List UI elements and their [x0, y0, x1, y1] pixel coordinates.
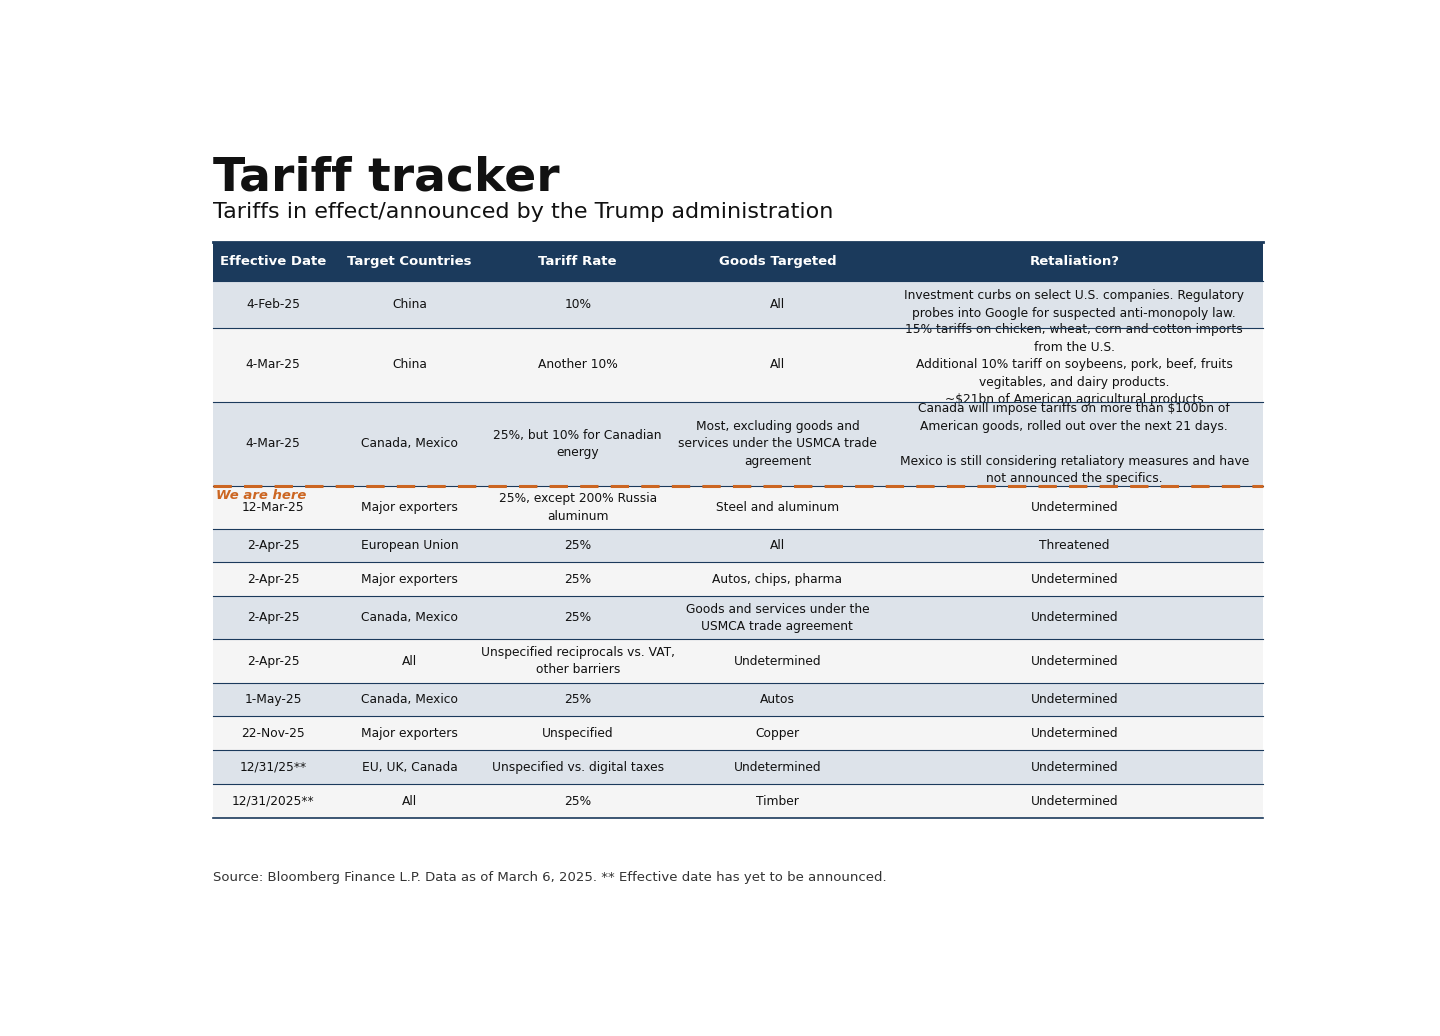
Bar [213, 683, 1263, 717]
Text: Effective Date: Effective Date [220, 255, 325, 268]
Text: Timber: Timber [756, 795, 799, 808]
Text: 4-Feb-25: 4-Feb-25 [246, 298, 300, 311]
Text: Canada will impose tariffs on more than $100bn of
American goods, rolled out ove: Canada will impose tariffs on more than … [900, 402, 1248, 486]
Text: Tariff Rate: Tariff Rate [539, 255, 616, 268]
Text: All: All [770, 298, 785, 311]
Text: Autos: Autos [760, 693, 795, 706]
Text: Unspecified vs. digital taxes: Unspecified vs. digital taxes [491, 760, 664, 774]
Bar [213, 242, 1263, 281]
Text: Undetermined: Undetermined [733, 655, 821, 667]
Text: 15% tariffs on chicken, wheat, corn and cotton imports
from the U.S.
Additional : 15% tariffs on chicken, wheat, corn and … [906, 323, 1243, 406]
Text: Target Countries: Target Countries [347, 255, 472, 268]
Text: 2-Apr-25: 2-Apr-25 [246, 573, 300, 586]
Text: All: All [402, 795, 418, 808]
Text: 25%: 25% [564, 611, 592, 625]
Text: Undetermined: Undetermined [1031, 795, 1117, 808]
Bar [213, 528, 1263, 563]
Text: EU, UK, Canada: EU, UK, Canada [361, 760, 458, 774]
Text: 25%, except 200% Russia
aluminum: 25%, except 200% Russia aluminum [498, 492, 657, 522]
Bar [213, 717, 1263, 750]
Bar [213, 597, 1263, 639]
Text: Retaliation?: Retaliation? [1030, 255, 1119, 268]
Text: Undetermined: Undetermined [1031, 760, 1117, 774]
Text: Undetermined: Undetermined [1031, 500, 1117, 514]
Text: Threatened: Threatened [1040, 539, 1110, 552]
Text: Autos, chips, pharma: Autos, chips, pharma [713, 573, 842, 586]
Text: Undetermined: Undetermined [1031, 611, 1117, 625]
Bar [213, 281, 1263, 328]
Text: China: China [392, 298, 428, 311]
Text: 25%: 25% [564, 539, 592, 552]
Text: Major exporters: Major exporters [361, 727, 458, 740]
Text: We are here: We are here [216, 489, 307, 502]
Text: 25%: 25% [564, 693, 592, 706]
Text: Undetermined: Undetermined [1031, 573, 1117, 586]
Text: Tariffs in effect/announced by the Trump administration: Tariffs in effect/announced by the Trump… [213, 202, 832, 222]
Text: Major exporters: Major exporters [361, 573, 458, 586]
Text: Unspecified: Unspecified [541, 727, 613, 740]
Text: 25%, but 10% for Canadian
energy: 25%, but 10% for Canadian energy [494, 429, 662, 459]
Text: Major exporters: Major exporters [361, 500, 458, 514]
Text: Steel and aluminum: Steel and aluminum [716, 500, 840, 514]
Text: All: All [770, 539, 785, 552]
Text: European Union: European Union [361, 539, 458, 552]
Text: All: All [402, 655, 418, 667]
Text: Undetermined: Undetermined [1031, 727, 1117, 740]
Bar [213, 402, 1263, 486]
Text: Most, excluding goods and
services under the USMCA trade
agreement: Most, excluding goods and services under… [678, 420, 877, 468]
Text: Unspecified reciprocals vs. VAT,
other barriers: Unspecified reciprocals vs. VAT, other b… [481, 645, 675, 677]
Text: All: All [770, 358, 785, 372]
Text: Undetermined: Undetermined [1031, 655, 1117, 667]
Text: Source: Bloomberg Finance L.P. Data as of March 6, 2025. ** Effective date has y: Source: Bloomberg Finance L.P. Data as o… [213, 870, 886, 884]
Text: 4-Mar-25: 4-Mar-25 [246, 437, 301, 451]
Text: China: China [392, 358, 428, 372]
Text: Copper: Copper [756, 727, 799, 740]
Text: Undetermined: Undetermined [1031, 693, 1117, 706]
Bar [213, 750, 1263, 784]
Bar [213, 639, 1263, 683]
Bar [213, 784, 1263, 818]
Text: Goods Targeted: Goods Targeted [719, 255, 837, 268]
Text: Investment curbs on select U.S. companies. Regulatory
probes into Google for sus: Investment curbs on select U.S. companie… [904, 289, 1244, 320]
Text: 2-Apr-25: 2-Apr-25 [246, 611, 300, 625]
Text: 12/31/2025**: 12/31/2025** [232, 795, 314, 808]
Bar [213, 486, 1263, 528]
Bar [213, 328, 1263, 402]
Text: 22-Nov-25: 22-Nov-25 [240, 727, 305, 740]
Text: Undetermined: Undetermined [733, 760, 821, 774]
Text: Goods and services under the
USMCA trade agreement: Goods and services under the USMCA trade… [685, 603, 870, 633]
Text: 2-Apr-25: 2-Apr-25 [246, 655, 300, 667]
Text: 25%: 25% [564, 795, 592, 808]
Bar [213, 563, 1263, 597]
Text: Another 10%: Another 10% [539, 358, 618, 372]
Text: 2-Apr-25: 2-Apr-25 [246, 539, 300, 552]
Text: Tariff tracker: Tariff tracker [213, 155, 559, 201]
Text: Canada, Mexico: Canada, Mexico [361, 437, 458, 451]
Text: 1-May-25: 1-May-25 [245, 693, 302, 706]
Text: 12-Mar-25: 12-Mar-25 [242, 500, 304, 514]
Text: 25%: 25% [564, 573, 592, 586]
Text: 10%: 10% [564, 298, 592, 311]
Text: 4-Mar-25: 4-Mar-25 [246, 358, 301, 372]
Text: Canada, Mexico: Canada, Mexico [361, 693, 458, 706]
Text: Canada, Mexico: Canada, Mexico [361, 611, 458, 625]
Text: 12/31/25**: 12/31/25** [239, 760, 307, 774]
